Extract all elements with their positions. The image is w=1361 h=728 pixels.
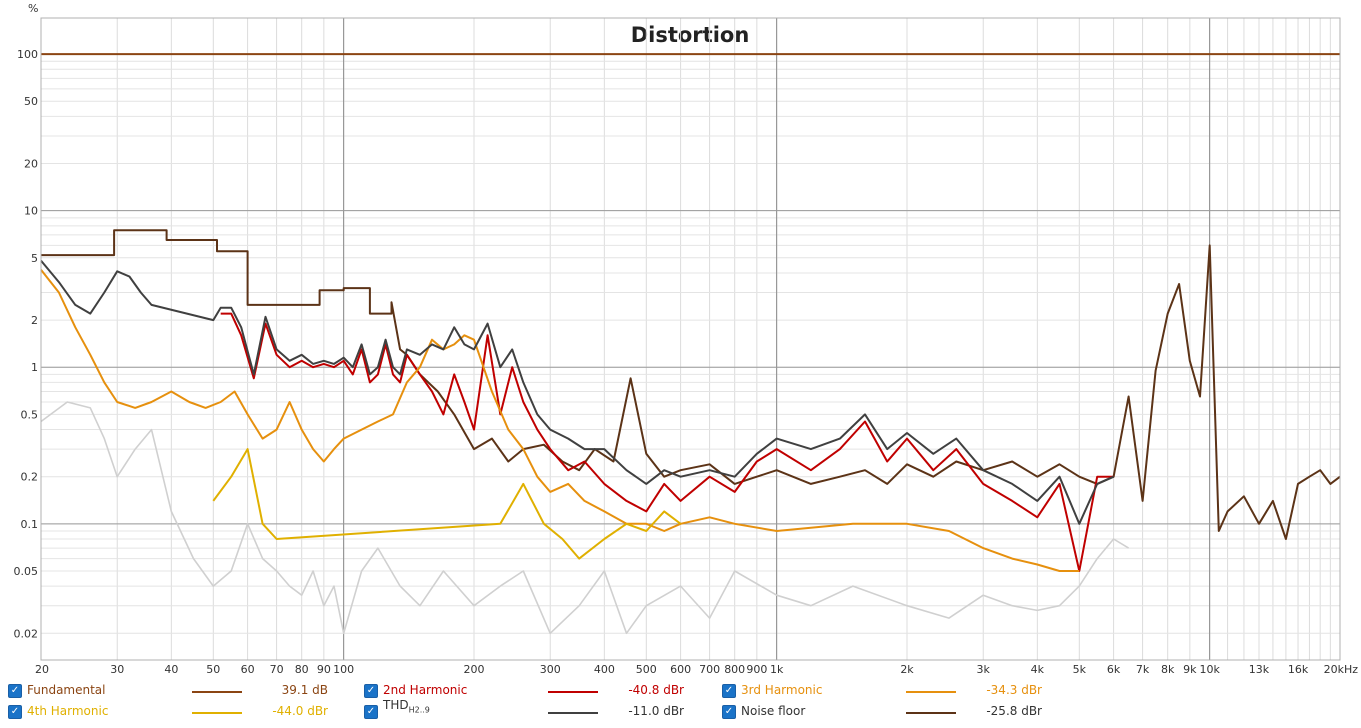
legend-item-4th-harmonic[interactable]: ✓ 4th Harmonic -44.0 dBr [8, 702, 348, 722]
series-line-noise-floor [41, 229, 1341, 540]
x-tick-label: 900 [746, 663, 767, 676]
x-tick-label: 6k [1107, 663, 1121, 676]
grid-major [41, 18, 1340, 660]
x-tick-label: 50 [206, 663, 220, 676]
legend-item-noise-floor[interactable]: ✓ Noise floor -25.8 dBr [722, 702, 1062, 722]
x-tick-label: 70 [270, 663, 284, 676]
x-axis-ticks: 20 30 40 50 60 70 80 90 100 200 300 400 500 600 700 800… [35, 663, 1358, 676]
x-tick-label: 40 [164, 663, 178, 676]
y-tick-label: 0.2 [21, 471, 39, 484]
y-tick-label: 20 [24, 158, 38, 171]
legend-line-swatch [192, 712, 242, 714]
plot-frame [40, 17, 1341, 661]
legend-name: Noise floor [741, 704, 806, 718]
grid-minor [40, 18, 1341, 660]
legend-line-swatch [548, 691, 598, 693]
x-tick-label: 16k [1288, 663, 1309, 676]
legend-value: -40.8 dBr [628, 683, 684, 697]
y-tick-label: 0.05 [14, 565, 39, 578]
x-tick-label: 30 [110, 663, 124, 676]
chart-title: Distortion [631, 23, 750, 47]
x-tick-label: 700 [699, 663, 720, 676]
legend-checkbox[interactable]: ✓ [722, 684, 736, 698]
y-tick-label: 50 [24, 95, 38, 108]
x-tick-label: 200 [464, 663, 485, 676]
legend-value: 39.1 dB [281, 683, 328, 697]
series-layer [40, 53, 1341, 635]
legend-name: 2nd Harmonic [383, 683, 468, 697]
x-tick-label: 800 [724, 663, 745, 676]
legend-line-swatch [548, 712, 598, 714]
x-tick-label: 500 [636, 663, 657, 676]
legend-item-2nd-harmonic[interactable]: ✓ 2nd Harmonic -40.8 dBr [364, 681, 704, 701]
legend-line-swatch [192, 691, 242, 693]
legend-checkbox[interactable]: ✓ [8, 705, 22, 719]
legend-line-swatch [906, 712, 956, 714]
y-axis-unit-label: % [28, 2, 38, 15]
y-tick-label: 5 [31, 252, 38, 265]
y-axis-ticks: 100 50 20 10 5 2 1 0.5 0.2 0.1 0.05 0.02 [14, 48, 39, 640]
legend-name: THDH2..9 [383, 698, 430, 714]
legend-name: 3rd Harmonic [741, 683, 823, 697]
y-tick-label: 100 [17, 48, 38, 61]
x-tick-label: 20kHz [1324, 663, 1359, 676]
legend-line-swatch [906, 691, 956, 693]
legend-value: -34.3 dBr [986, 683, 1042, 697]
distortion-chart: % Distortion 100 50 20 10 5 2 1 0.5 0.2 0.1 0.05 0.… [14, 2, 1359, 676]
legend-name-subscript: H2..9 [408, 705, 430, 715]
legend-value: -11.0 dBr [628, 704, 684, 718]
x-tick-label: 4k [1031, 663, 1045, 676]
x-tick-label: 60 [241, 663, 255, 676]
series-line-thd [40, 259, 1115, 525]
legend-value: -44.0 dBr [272, 704, 328, 718]
x-tick-label: 80 [295, 663, 309, 676]
x-tick-label: 13k [1249, 663, 1270, 676]
legend-name-main: THD [383, 698, 409, 712]
x-tick-label: 7k [1136, 663, 1150, 676]
series-line-2nd-harmonic [220, 312, 1114, 572]
legend-item-thd[interactable]: ✓ THDH2..9 -11.0 dBr [364, 698, 704, 722]
legend-item-fundamental[interactable]: ✓ Fundamental 39.1 dB [8, 681, 348, 701]
x-tick-label: 20 [35, 663, 49, 676]
series-line-4th-harmonic [212, 448, 682, 560]
series-line-noise-floor-unchecked [40, 401, 1130, 635]
series-line-3rd-harmonic [40, 269, 1080, 572]
legend-checkbox[interactable]: ✓ [364, 684, 378, 698]
x-tick-label: 1k [770, 663, 784, 676]
y-tick-label: 1 [31, 361, 38, 374]
x-tick-label: 8k [1161, 663, 1175, 676]
legend-checkbox[interactable]: ✓ [364, 705, 378, 719]
x-tick-label: 5k [1073, 663, 1087, 676]
legend: ✓ Fundamental 39.1 dB ✓ 2nd Harmonic -40.8 dB… [0, 680, 1361, 728]
legend-name: Fundamental [27, 683, 106, 697]
legend-name: 4th Harmonic [27, 704, 109, 718]
x-tick-label: 9k [1183, 663, 1197, 676]
legend-checkbox[interactable]: ✓ [722, 705, 736, 719]
x-tick-label: 2k [900, 663, 914, 676]
legend-value: -25.8 dBr [986, 704, 1042, 718]
y-tick-label: 0.02 [14, 627, 39, 640]
x-tick-label: 100 [333, 663, 354, 676]
y-tick-label: 10 [24, 205, 38, 218]
x-tick-label: 300 [540, 663, 561, 676]
y-tick-label: 2 [31, 314, 38, 327]
x-tick-label: 400 [594, 663, 615, 676]
legend-item-3rd-harmonic[interactable]: ✓ 3rd Harmonic -34.3 dBr [722, 681, 1062, 701]
x-tick-label: 10k [1199, 663, 1220, 676]
y-tick-label: 0.5 [21, 408, 39, 421]
legend-checkbox[interactable]: ✓ [8, 684, 22, 698]
x-tick-label: 90 [317, 663, 331, 676]
x-tick-label: 3k [977, 663, 991, 676]
x-tick-label: 600 [670, 663, 691, 676]
y-tick-label: 0.1 [21, 518, 39, 531]
